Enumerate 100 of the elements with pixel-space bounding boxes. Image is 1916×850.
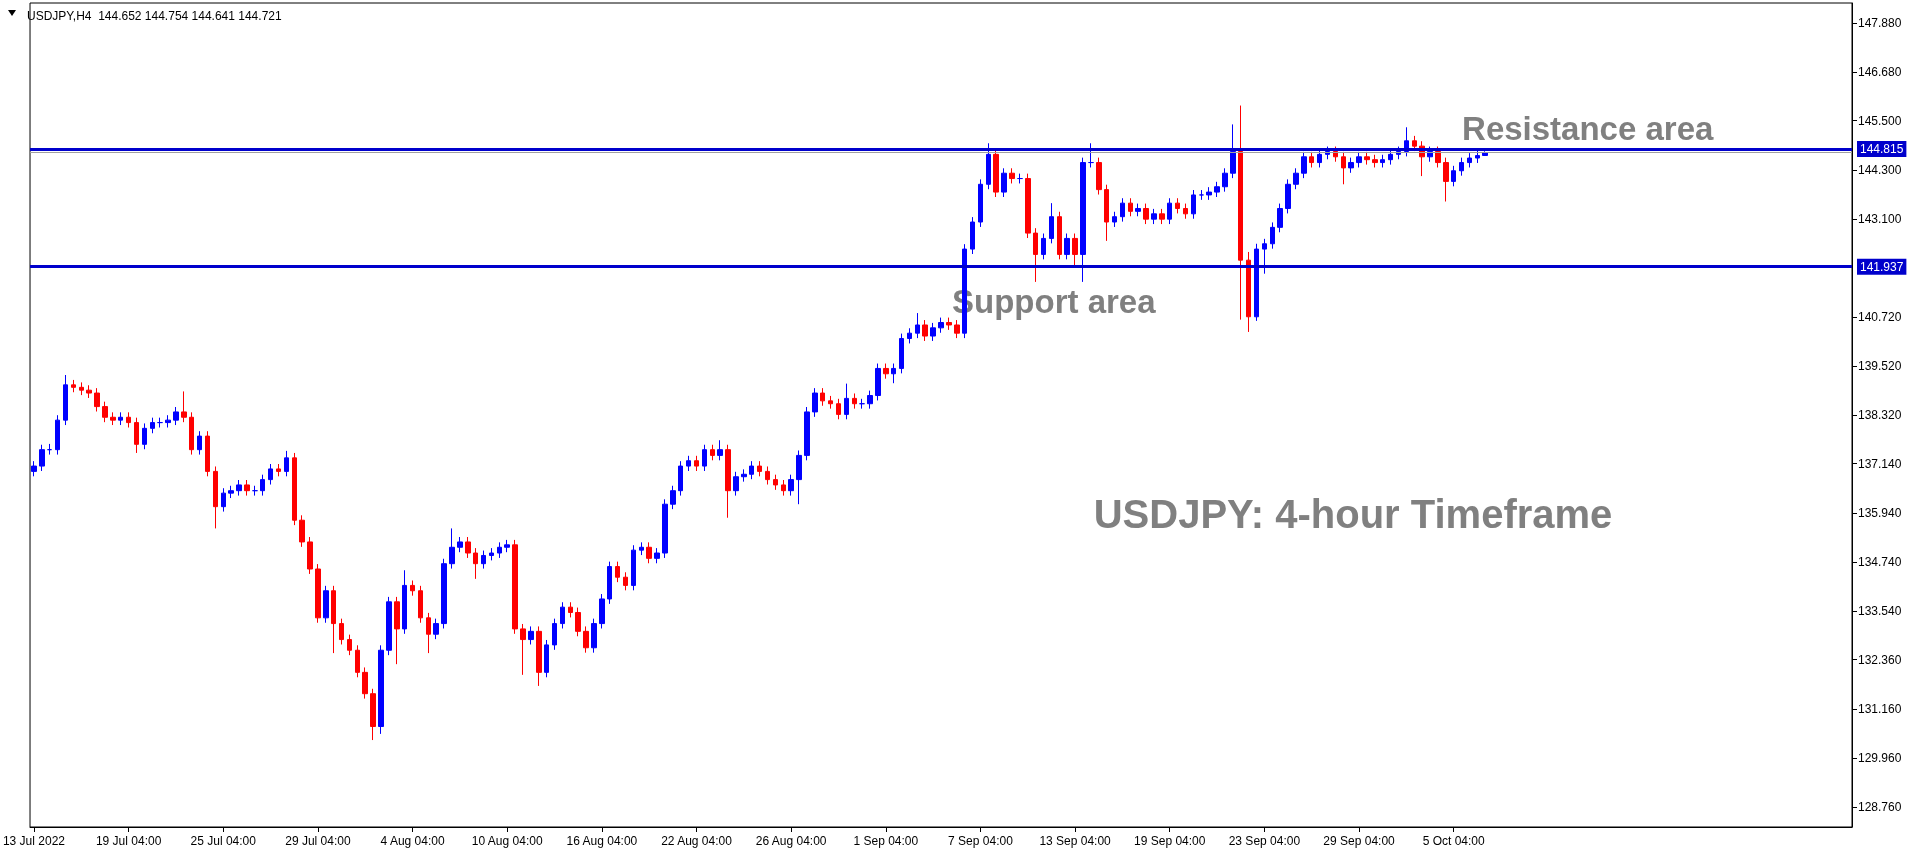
candlestick: [1309, 151, 1314, 168]
candlestick: [1317, 148, 1322, 168]
candlestick: [276, 463, 281, 477]
candlestick: [1341, 151, 1346, 185]
candlestick: [1459, 157, 1464, 177]
candlestick: [55, 414, 60, 456]
candlestick: [86, 384, 92, 399]
candlestick: [852, 392, 857, 410]
candlestick: [47, 443, 52, 456]
candlestick: [1017, 173, 1023, 184]
candlestick: [165, 414, 171, 429]
candlestick: [536, 625, 542, 687]
candlestick: [189, 411, 194, 456]
candlestick: [489, 547, 494, 561]
candlestick: [1159, 208, 1165, 225]
candlestick: [94, 387, 100, 413]
candlestick: [102, 401, 108, 423]
candlestick: [1475, 150, 1480, 164]
candlestick: [930, 322, 936, 342]
candlestick: [1064, 233, 1070, 260]
y-tick-label: 139.520: [1858, 358, 1902, 373]
candlestick: [788, 474, 794, 497]
candlestick: [1080, 157, 1086, 283]
candlestick: [575, 607, 581, 637]
candlestick: [757, 460, 762, 477]
candlestick: [402, 569, 407, 635]
candlestick: [339, 618, 344, 645]
candlestick: [126, 411, 131, 429]
y-tick-label: 134.740: [1858, 555, 1902, 570]
y-tick-label: 144.300: [1858, 162, 1902, 177]
candlestick: [915, 312, 920, 339]
candlestick: [1206, 186, 1212, 201]
candlestick: [938, 317, 944, 334]
candlestick: [157, 417, 163, 429]
candlestick: [1293, 167, 1299, 190]
candlestick: [512, 539, 518, 635]
candlestick: [678, 460, 683, 497]
candlestick: [615, 561, 620, 583]
candlestick: [1270, 221, 1275, 250]
candlestick: [891, 363, 896, 384]
x-tick-label: 10 Aug 04:00: [471, 834, 543, 848]
candlestick: [694, 455, 699, 472]
candlestick: [552, 618, 557, 651]
y-tick-label: 132.360: [1858, 652, 1902, 667]
candlestick: [1246, 251, 1251, 333]
y-tick-label: 131.160: [1858, 701, 1902, 716]
candlestick: [528, 625, 534, 645]
x-tick-label: 22 Aug 04:00: [661, 834, 733, 848]
y-tick-label: 138.320: [1858, 408, 1902, 423]
candlestick: [1135, 203, 1141, 217]
candlestick: [749, 460, 754, 480]
candlestick: [134, 417, 139, 454]
candlestick: [639, 541, 644, 556]
x-tick-label: 7 Sep 04:00: [948, 834, 1014, 848]
candlestick: [702, 444, 707, 472]
candlestick: [292, 452, 297, 526]
candlestick: [441, 558, 447, 629]
x-tick-label: 1 Sep 04:00: [853, 834, 919, 848]
candlestick: [820, 387, 825, 407]
candlestick: [355, 644, 360, 678]
candlestick: [228, 485, 234, 499]
candlestick: [1356, 151, 1362, 168]
candlestick: [252, 485, 258, 497]
candlestick: [213, 465, 218, 529]
candlestick: [670, 485, 676, 510]
candlestick: [1262, 238, 1267, 275]
ref-line-label: 144.815: [1860, 142, 1904, 157]
candlestick: [1451, 165, 1456, 187]
candlestick: [623, 571, 628, 591]
y-tick-label: 147.880: [1858, 16, 1902, 31]
candlestick: [631, 544, 636, 591]
candlestick: [1214, 181, 1220, 198]
candlestick: [1041, 233, 1046, 260]
candlestick: [1072, 233, 1078, 267]
y-tick-label: 129.960: [1858, 751, 1902, 766]
candlestick: [39, 444, 45, 472]
candlestick: [181, 390, 187, 423]
candlestick: [883, 363, 889, 380]
candlestick: [796, 449, 802, 505]
candlestick: [844, 383, 849, 420]
candlestick: [954, 319, 960, 339]
candlestick: [260, 474, 265, 497]
candlestick: [426, 612, 431, 654]
candlestick: [497, 541, 502, 559]
candlestick: [299, 514, 305, 548]
candlestick: [1380, 154, 1385, 168]
y-tick-label: 143.100: [1858, 212, 1902, 227]
x-tick-label: 4 Aug 04:00: [380, 834, 445, 848]
candlestick: [307, 536, 313, 575]
candlestick: [859, 398, 865, 410]
candlestick: [386, 596, 392, 656]
candlestick: [710, 444, 715, 461]
candlestick: [410, 580, 415, 597]
candlestick: [433, 618, 439, 640]
candlestick: [1033, 227, 1038, 283]
candlestick: [560, 601, 565, 629]
candlestick: [110, 411, 116, 426]
candlestick: [1057, 211, 1062, 260]
candlestick: [804, 406, 810, 461]
candlestick: [1025, 173, 1031, 239]
